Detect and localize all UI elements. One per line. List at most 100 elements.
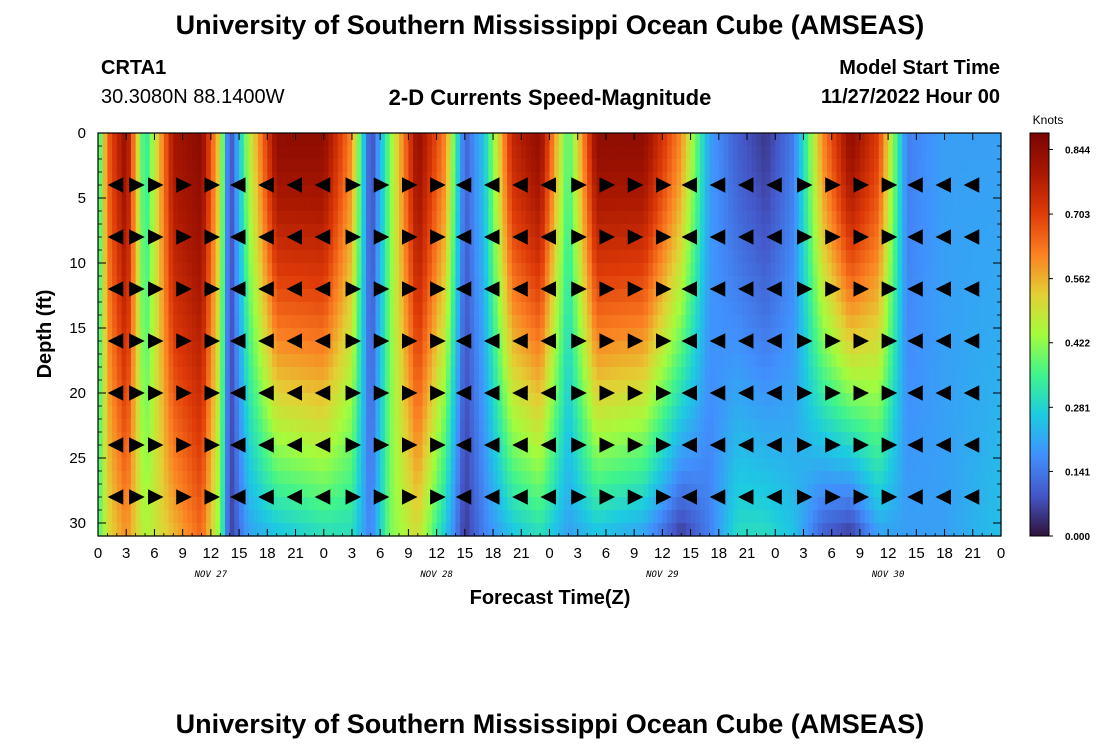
heatmap-cell: [257, 146, 264, 160]
heatmap-cell: [455, 510, 461, 524]
heatmap-cell: [667, 172, 673, 186]
heatmap-cell: [380, 237, 386, 251]
heatmap-cell: [573, 328, 579, 342]
heatmap-cell: [304, 315, 311, 329]
heatmap-cell: [361, 211, 367, 225]
heatmap-cell: [742, 497, 748, 511]
heatmap-cell: [140, 510, 146, 524]
heatmap-cell: [130, 471, 137, 485]
heatmap-cell: [389, 172, 395, 186]
heatmap-cell: [130, 237, 137, 251]
heatmap-cell: [803, 354, 809, 368]
heatmap-cell: [742, 471, 748, 485]
heatmap-cell: [747, 302, 753, 316]
heatmap-cell: [554, 185, 560, 199]
heatmap-cell: [361, 328, 367, 342]
heatmap-cell: [554, 159, 560, 173]
heatmap-cell: [351, 471, 358, 485]
heatmap-cell: [201, 198, 207, 212]
heatmap-cell: [413, 419, 419, 433]
heatmap-cell: [789, 432, 795, 446]
heatmap-cell: [615, 198, 621, 212]
heatmap-cell: [568, 341, 574, 355]
heatmap-cell: [573, 354, 579, 368]
heatmap-cell: [210, 510, 217, 524]
heatmap-cell: [130, 133, 137, 147]
heatmap-cell: [361, 133, 367, 147]
heatmap-cell: [224, 159, 231, 173]
heatmap-cell: [478, 185, 485, 199]
heatmap-cell: [267, 510, 273, 524]
heatmap-cell: [591, 211, 598, 225]
heatmap-cell: [413, 471, 419, 485]
heatmap-cell: [676, 367, 682, 381]
heatmap-cell: [314, 146, 320, 160]
heatmap-cell: [822, 510, 828, 524]
heatmap-cell: [831, 406, 837, 420]
heatmap-cell: [446, 419, 452, 433]
heatmap-cell: [319, 432, 325, 446]
heatmap-cell: [196, 367, 203, 381]
heatmap-cell: [568, 146, 574, 160]
heatmap-cell: [836, 523, 842, 537]
heatmap-cell: [126, 484, 132, 498]
heatmap-cell: [290, 510, 297, 524]
heatmap-cell: [248, 354, 254, 368]
heatmap-cell: [427, 432, 433, 446]
heatmap-cell: [530, 211, 536, 225]
heatmap-cell: [554, 198, 560, 212]
heatmap-cell: [455, 523, 461, 537]
heatmap-cell: [304, 458, 311, 472]
heatmap-cell: [610, 302, 616, 316]
heatmap-cell: [229, 510, 235, 524]
heatmap-cell: [319, 367, 325, 381]
heatmap-cell: [732, 458, 739, 472]
heatmap-cell: [224, 289, 231, 303]
heatmap-cell: [408, 458, 414, 472]
heatmap-cell: [121, 198, 127, 212]
heatmap-cell: [272, 341, 278, 355]
heatmap-cell: [431, 419, 438, 433]
heatmap-cell: [511, 289, 518, 303]
heatmap-cell: [234, 159, 240, 173]
heatmap-cell: [201, 510, 207, 524]
heatmap-cell: [765, 328, 772, 342]
heatmap-cell: [789, 211, 795, 225]
heatmap-cell: [525, 172, 532, 186]
heatmap-cell: [685, 497, 692, 511]
heatmap-cell: [761, 471, 767, 485]
heatmap-cell: [624, 484, 631, 498]
heatmap-cell: [116, 276, 123, 290]
heatmap-cell: [629, 289, 635, 303]
heatmap-cell: [177, 250, 184, 264]
heatmap-cell: [159, 445, 165, 459]
heatmap-cell: [126, 406, 132, 420]
heatmap-cell: [615, 315, 621, 329]
heatmap-cell: [695, 302, 701, 316]
heatmap-cell: [361, 367, 367, 381]
heatmap-cell: [723, 237, 729, 251]
heatmap-cell: [634, 198, 640, 212]
heatmap-cell: [210, 185, 217, 199]
heatmap-cell: [361, 237, 367, 251]
heatmap-cell: [220, 237, 226, 251]
heatmap-cell: [573, 185, 579, 199]
heatmap-cell: [394, 315, 400, 329]
heatmap-cell: [422, 315, 428, 329]
heatmap-cell: [168, 263, 174, 277]
heatmap-cell: [779, 263, 786, 277]
heatmap-cell: [784, 419, 790, 433]
heatmap-cell: [112, 237, 118, 251]
heatmap-cell: [229, 198, 235, 212]
heatmap-cell: [182, 393, 188, 407]
heatmap-cell: [196, 146, 203, 160]
heatmap-cell: [784, 406, 790, 420]
heatmap-cell: [742, 445, 748, 459]
heatmap-cell: [563, 146, 569, 160]
heatmap-cell: [413, 510, 419, 524]
heatmap-cell: [145, 406, 151, 420]
heatmap-cell: [394, 250, 400, 264]
heatmap-cell: [314, 198, 320, 212]
heatmap-cell: [173, 302, 179, 316]
heatmap-cell: [638, 289, 645, 303]
